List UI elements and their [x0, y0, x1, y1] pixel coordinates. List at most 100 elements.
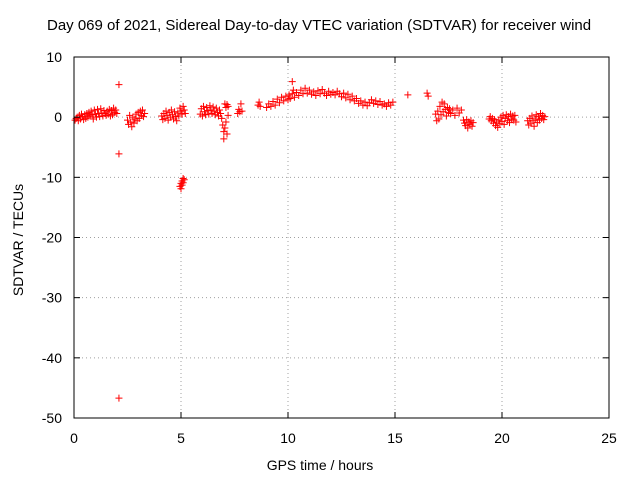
data-point	[173, 117, 181, 125]
data-point	[348, 92, 356, 100]
data-point	[457, 106, 465, 114]
data-point	[352, 95, 360, 103]
y-tick-label: -40	[42, 350, 62, 366]
y-tick-label: -10	[42, 169, 62, 185]
x-tick-label: 0	[70, 430, 78, 446]
data-point	[376, 98, 384, 106]
y-tick-label: -30	[42, 290, 62, 306]
data-point	[389, 98, 397, 106]
data-point	[216, 106, 224, 114]
data-point	[162, 107, 170, 115]
data-point	[224, 102, 232, 110]
data-point	[468, 122, 476, 130]
data-point	[301, 84, 309, 92]
data-point	[361, 98, 369, 106]
data-point	[528, 112, 536, 120]
data-point	[346, 96, 354, 104]
data-point	[115, 394, 123, 402]
data-point	[138, 106, 146, 114]
data-point	[220, 135, 228, 143]
data-point	[91, 110, 99, 118]
data-point	[128, 123, 136, 131]
y-tick-label: 10	[46, 49, 62, 65]
data-point	[541, 113, 549, 121]
y-tick-label: -20	[42, 230, 62, 246]
data-point	[511, 111, 519, 119]
data-point	[447, 110, 455, 118]
data-point	[267, 102, 275, 110]
data-point	[115, 81, 123, 89]
data-point	[340, 89, 348, 97]
data-point	[96, 113, 104, 121]
data-point	[180, 106, 188, 114]
data-point	[530, 122, 538, 130]
y-tick-label: 0	[54, 109, 62, 125]
data-point	[174, 109, 182, 117]
x-tick-label: 15	[387, 430, 403, 446]
y-tick-label: -50	[42, 410, 62, 426]
data-point	[285, 91, 293, 99]
data-point	[175, 112, 183, 120]
data-point	[404, 91, 412, 99]
data-point	[178, 110, 186, 118]
data-point	[176, 104, 184, 112]
data-point	[127, 118, 135, 126]
data-point	[223, 130, 231, 138]
data-point	[212, 104, 220, 112]
data-point	[323, 92, 331, 100]
data-point	[451, 111, 459, 119]
data-point	[469, 119, 477, 127]
data-point	[500, 120, 508, 128]
data-point	[90, 106, 98, 114]
data-point	[280, 97, 288, 105]
data-point	[540, 116, 548, 124]
data-points	[71, 78, 549, 402]
data-point	[217, 110, 225, 118]
data-point	[256, 102, 264, 110]
data-point	[94, 105, 102, 113]
data-point	[342, 94, 350, 102]
data-point	[512, 118, 520, 126]
data-point	[286, 95, 294, 103]
grid-lines	[74, 57, 609, 418]
data-point	[97, 105, 105, 113]
data-point	[295, 92, 303, 100]
data-point	[338, 93, 345, 101]
data-point	[88, 111, 96, 119]
data-point	[446, 105, 454, 113]
data-point	[222, 118, 230, 126]
data-point	[140, 113, 148, 121]
x-tick-label: 5	[177, 430, 185, 446]
data-point	[449, 106, 457, 114]
x-axis-label: GPS time / hours	[266, 457, 374, 473]
data-point	[202, 111, 210, 119]
data-point	[171, 108, 179, 116]
data-point	[278, 93, 286, 101]
data-point	[288, 90, 296, 98]
data-point	[269, 98, 277, 106]
data-point	[205, 110, 213, 118]
data-point	[263, 104, 271, 112]
data-point	[199, 102, 207, 110]
data-point	[505, 119, 513, 127]
data-point	[204, 107, 212, 115]
data-point	[126, 111, 134, 119]
data-point	[271, 101, 279, 109]
data-point	[344, 90, 352, 98]
data-point	[95, 110, 103, 118]
data-point	[459, 116, 467, 124]
data-point	[316, 90, 324, 98]
data-point	[464, 124, 472, 132]
data-point	[367, 96, 375, 104]
data-point	[290, 93, 298, 101]
x-tick-label: 25	[601, 430, 617, 446]
data-point	[209, 103, 217, 111]
data-point	[275, 99, 283, 107]
data-point	[237, 100, 245, 108]
data-point	[435, 115, 443, 123]
x-tick-label: 10	[280, 430, 296, 446]
data-point	[203, 104, 211, 112]
data-point	[288, 78, 296, 86]
